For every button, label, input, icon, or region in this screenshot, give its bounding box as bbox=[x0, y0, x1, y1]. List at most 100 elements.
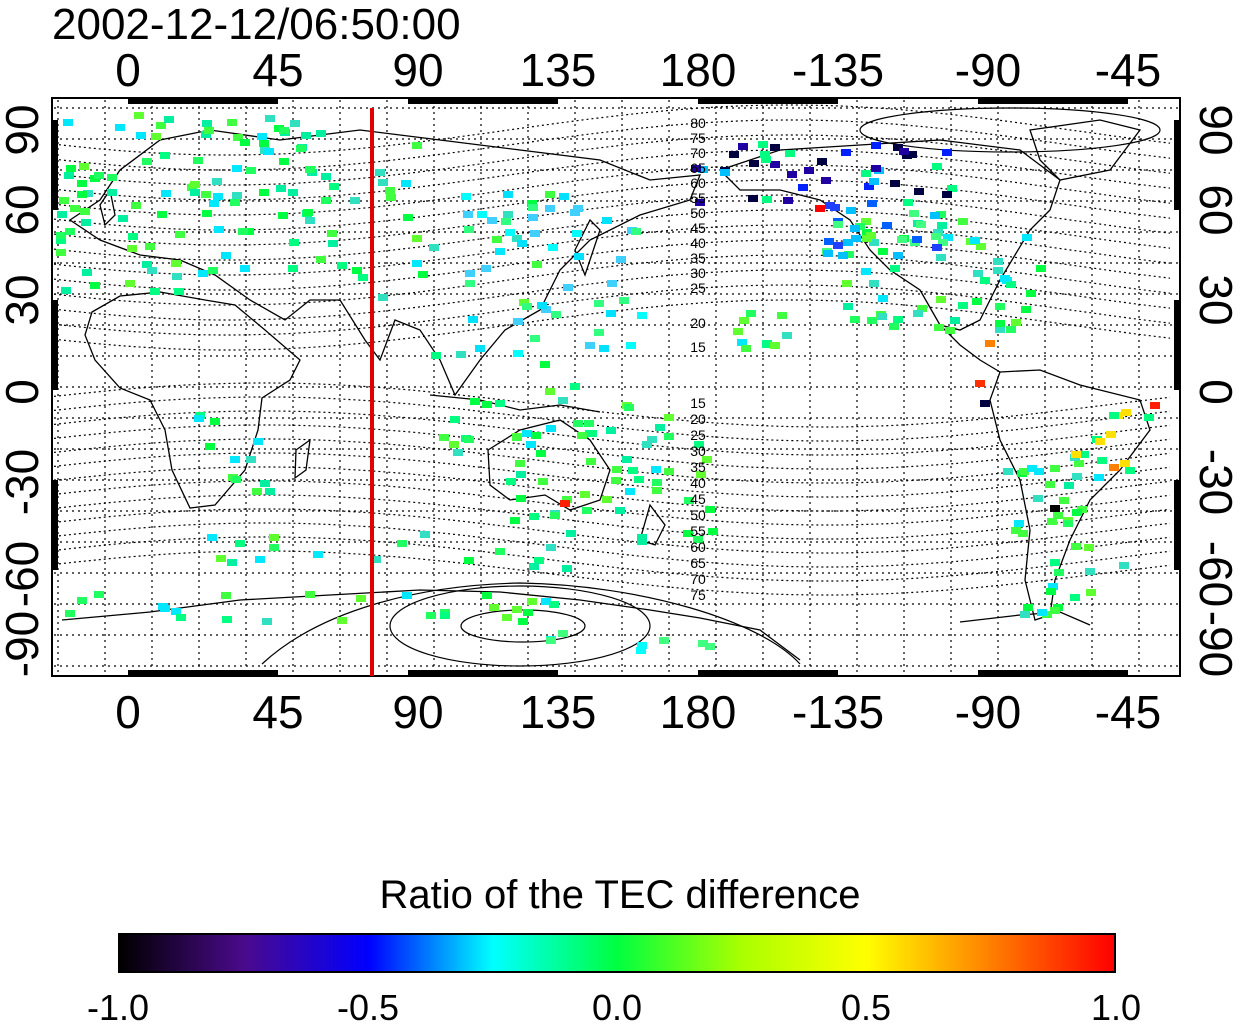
contour-line-south bbox=[53, 550, 1171, 596]
tec-data-point bbox=[1085, 568, 1095, 575]
tec-data-point bbox=[729, 151, 739, 158]
tec-data-point bbox=[637, 538, 647, 545]
tec-data-point bbox=[527, 200, 537, 207]
tec-data-point bbox=[259, 189, 269, 196]
tec-data-point bbox=[246, 456, 256, 463]
tec-data-point bbox=[821, 177, 831, 184]
tec-data-point bbox=[950, 317, 960, 324]
tec-data-point bbox=[1019, 468, 1029, 475]
tec-data-point bbox=[358, 274, 368, 281]
tec-data-point bbox=[563, 284, 573, 291]
tec-data-point bbox=[501, 218, 511, 225]
tec-data-point bbox=[642, 441, 652, 448]
tec-data-point bbox=[842, 280, 852, 287]
tec-data-point bbox=[79, 163, 89, 170]
tec-data-point bbox=[502, 614, 512, 621]
tec-data-point bbox=[160, 605, 170, 612]
tec-data-point bbox=[1048, 583, 1058, 590]
tec-data-point bbox=[582, 507, 592, 514]
tec-data-point bbox=[65, 610, 75, 617]
tec-data-point bbox=[943, 234, 953, 241]
tec-data-point bbox=[128, 233, 138, 240]
tec-data-point bbox=[698, 166, 708, 173]
tec-data-point bbox=[861, 268, 871, 275]
tec-data-point bbox=[221, 592, 231, 599]
tec-data-point bbox=[1014, 520, 1024, 527]
coast-uk bbox=[99, 188, 116, 227]
tec-data-point bbox=[878, 248, 888, 255]
tec-data-point bbox=[164, 116, 174, 123]
tec-data-point bbox=[695, 199, 705, 206]
contour-label-south: 35 bbox=[690, 459, 706, 475]
tec-data-point bbox=[738, 143, 748, 150]
tec-data-point bbox=[606, 310, 616, 317]
tec-data-point bbox=[65, 228, 75, 235]
tec-data-point bbox=[255, 556, 265, 563]
tec-data-point bbox=[142, 261, 152, 268]
tec-data-point bbox=[574, 253, 584, 260]
tec-data-point bbox=[937, 222, 947, 229]
tec-data-point bbox=[495, 400, 505, 407]
tec-data-point bbox=[329, 183, 339, 190]
tec-data-point bbox=[637, 534, 647, 541]
bottom-lon-label-7: -45 bbox=[1095, 686, 1161, 738]
tec-data-point bbox=[545, 191, 555, 198]
tec-data-point bbox=[562, 565, 572, 572]
tec-data-point bbox=[737, 339, 747, 346]
tec-data-point bbox=[932, 244, 942, 251]
tec-data-point bbox=[624, 404, 634, 411]
tec-data-point bbox=[611, 477, 621, 484]
tec-data-point bbox=[970, 237, 980, 244]
tec-data-point bbox=[518, 618, 528, 625]
colorbar-tick-label: -1.0 bbox=[86, 987, 150, 1028]
tec-data-point bbox=[529, 513, 539, 520]
tec-data-point bbox=[584, 420, 594, 427]
tec-data-point bbox=[449, 441, 459, 448]
tec-data-point bbox=[464, 436, 474, 443]
tec-data-point-highlight bbox=[980, 400, 990, 407]
contour-line-north bbox=[53, 254, 1171, 306]
colorbar bbox=[118, 933, 1116, 973]
tec-data-point bbox=[94, 172, 104, 179]
tec-data-point bbox=[947, 185, 957, 192]
tec-data-point bbox=[150, 288, 160, 295]
tec-data-point bbox=[190, 189, 200, 196]
tec-data-point bbox=[489, 604, 499, 611]
tec-data-point bbox=[216, 555, 226, 562]
tec-data-point bbox=[907, 151, 917, 158]
tec-data-point bbox=[536, 450, 546, 457]
colorbar-tick-label: -0.5 bbox=[336, 987, 400, 1028]
tec-data-point bbox=[136, 132, 146, 139]
tec-data-point bbox=[468, 316, 478, 323]
tec-data-point bbox=[265, 115, 275, 122]
tec-data-point bbox=[749, 160, 759, 167]
tec-data-point bbox=[337, 262, 347, 269]
tec-data-point bbox=[594, 329, 604, 336]
tec-data-point bbox=[160, 152, 170, 159]
tec-data-point bbox=[303, 209, 313, 216]
left-lat-label-1: 60 bbox=[0, 184, 48, 235]
tec-data-point bbox=[558, 397, 568, 404]
contour-label-north: 70 bbox=[690, 145, 706, 161]
tec-data-point bbox=[289, 239, 299, 246]
tec-data-point bbox=[995, 326, 1005, 333]
top-lon-label-0: 0 bbox=[115, 44, 141, 96]
tec-data-point-highlight bbox=[985, 340, 995, 347]
tec-data-point bbox=[328, 240, 338, 247]
tec-data-point bbox=[748, 195, 758, 202]
right-lat-label-2: 30 bbox=[1190, 274, 1240, 325]
tec-data-point bbox=[545, 205, 555, 212]
colorbar-title: Ratio of the TEC difference bbox=[379, 873, 861, 917]
top-lon-label-4: 180 bbox=[660, 44, 737, 96]
tec-data-point bbox=[107, 174, 117, 181]
tec-data-point bbox=[573, 420, 583, 427]
tec-data-point bbox=[548, 244, 558, 251]
tec-data-point bbox=[761, 156, 771, 163]
tec-data-point bbox=[549, 601, 559, 608]
tec-data-point bbox=[517, 240, 527, 247]
tec-data-point bbox=[698, 640, 708, 647]
tec-data-point bbox=[602, 496, 612, 503]
tec-data-point bbox=[914, 188, 924, 195]
tec-data-point bbox=[523, 609, 533, 616]
tec-data-point bbox=[864, 183, 874, 190]
